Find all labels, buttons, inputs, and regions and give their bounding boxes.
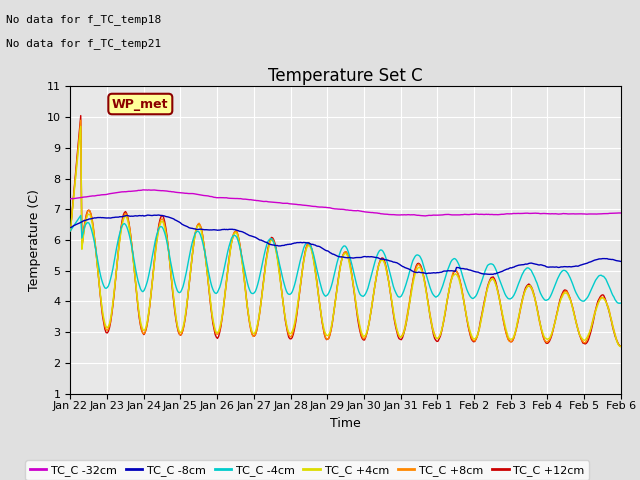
TC_C +8cm bbox=[67, 228, 74, 234]
TC_C +8cm bbox=[568, 300, 575, 306]
TC_C +4cm bbox=[568, 300, 575, 306]
TC_C -32cm bbox=[376, 210, 383, 216]
TC_C +4cm bbox=[617, 344, 625, 349]
TC_C +4cm bbox=[239, 264, 246, 270]
TC_C -4cm bbox=[239, 258, 246, 264]
TC_C -32cm bbox=[617, 210, 625, 216]
Text: No data for f_TC_temp21: No data for f_TC_temp21 bbox=[6, 38, 162, 49]
TC_C +12cm bbox=[300, 258, 307, 264]
TC_C +4cm bbox=[402, 321, 410, 327]
TC_C -4cm bbox=[617, 300, 625, 306]
TC_C +12cm bbox=[67, 228, 74, 234]
TC_C -4cm bbox=[402, 282, 410, 288]
TC_C -4cm bbox=[77, 213, 84, 218]
TC_C -32cm bbox=[569, 211, 577, 217]
TC_C +8cm bbox=[77, 117, 84, 123]
TC_C +4cm bbox=[472, 335, 480, 340]
TC_C -8cm bbox=[376, 256, 383, 262]
TC_C -32cm bbox=[300, 202, 307, 208]
TC_C -32cm bbox=[402, 212, 410, 218]
TC_C +12cm bbox=[617, 344, 625, 349]
TC_C +8cm bbox=[300, 259, 307, 264]
TC_C -8cm bbox=[472, 269, 480, 275]
TC_C +4cm bbox=[376, 261, 383, 266]
TC_C +12cm bbox=[239, 262, 246, 268]
TC_C +4cm bbox=[77, 123, 84, 129]
TC_C +8cm bbox=[239, 264, 246, 269]
TC_C -4cm bbox=[568, 278, 575, 284]
TC_C -32cm bbox=[420, 213, 428, 219]
Title: Temperature Set C: Temperature Set C bbox=[268, 67, 423, 85]
TC_C -8cm bbox=[617, 259, 625, 264]
TC_C -32cm bbox=[67, 196, 74, 202]
TC_C -8cm bbox=[239, 229, 246, 235]
TC_C +12cm bbox=[77, 113, 84, 119]
TC_C -4cm bbox=[376, 248, 383, 253]
TC_C +12cm bbox=[402, 322, 410, 328]
TC_C -8cm bbox=[486, 272, 493, 277]
TC_C +12cm bbox=[568, 300, 575, 306]
TC_C -8cm bbox=[67, 225, 74, 230]
TC_C +4cm bbox=[67, 228, 74, 234]
TC_C -32cm bbox=[474, 211, 481, 217]
TC_C +12cm bbox=[472, 336, 480, 342]
Legend: TC_C -32cm, TC_C -8cm, TC_C -4cm, TC_C +4cm, TC_C +8cm, TC_C +12cm: TC_C -32cm, TC_C -8cm, TC_C -4cm, TC_C +… bbox=[26, 460, 589, 480]
TC_C -4cm bbox=[67, 228, 74, 234]
TC_C +4cm bbox=[300, 259, 307, 264]
Line: TC_C -8cm: TC_C -8cm bbox=[70, 215, 621, 275]
Text: No data for f_TC_temp18: No data for f_TC_temp18 bbox=[6, 14, 162, 25]
TC_C -8cm bbox=[402, 265, 410, 271]
TC_C +8cm bbox=[376, 260, 383, 265]
Line: TC_C -32cm: TC_C -32cm bbox=[70, 190, 621, 216]
TC_C +8cm bbox=[472, 336, 480, 342]
TC_C -8cm bbox=[155, 212, 163, 218]
Line: TC_C +12cm: TC_C +12cm bbox=[70, 116, 621, 347]
Line: TC_C -4cm: TC_C -4cm bbox=[70, 216, 621, 303]
TC_C -4cm bbox=[300, 245, 307, 251]
Line: TC_C +8cm: TC_C +8cm bbox=[70, 120, 621, 347]
TC_C -4cm bbox=[472, 293, 480, 299]
TC_C -32cm bbox=[140, 187, 148, 193]
TC_C -4cm bbox=[616, 300, 623, 306]
TC_C +8cm bbox=[402, 319, 410, 325]
TC_C +8cm bbox=[617, 344, 625, 349]
Text: WP_met: WP_met bbox=[112, 97, 168, 110]
Line: TC_C +4cm: TC_C +4cm bbox=[70, 126, 621, 347]
TC_C -32cm bbox=[239, 196, 246, 202]
TC_C -8cm bbox=[569, 264, 577, 269]
TC_C -8cm bbox=[300, 240, 307, 245]
X-axis label: Time: Time bbox=[330, 417, 361, 430]
Y-axis label: Temperature (C): Temperature (C) bbox=[28, 189, 41, 291]
TC_C +12cm bbox=[376, 260, 383, 265]
